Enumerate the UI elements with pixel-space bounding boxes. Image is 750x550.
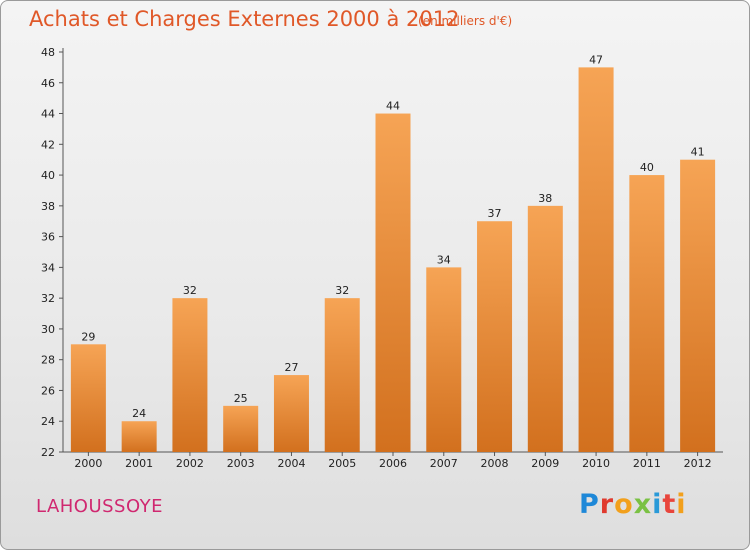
y-tick-label: 32 <box>41 292 55 305</box>
chart-subtitle: (en milliers d'€) <box>418 14 513 28</box>
x-tick-label: 2002 <box>176 457 204 470</box>
logo-letter: o <box>614 489 634 520</box>
bar-value-label: 34 <box>437 253 451 266</box>
bar-value-label: 29 <box>81 330 95 343</box>
logo-letter: i <box>676 489 687 520</box>
y-tick-label: 46 <box>41 77 55 90</box>
x-tick-label: 2007 <box>430 457 458 470</box>
bar-value-label: 47 <box>589 53 603 66</box>
y-tick-label: 44 <box>41 108 55 121</box>
x-tick-label: 2005 <box>328 457 356 470</box>
bar-value-label: 44 <box>386 100 400 113</box>
x-tick-label: 2009 <box>531 457 559 470</box>
y-tick-label: 30 <box>41 323 55 336</box>
bar-2008 <box>477 221 513 452</box>
y-tick-label: 36 <box>41 231 55 244</box>
x-tick-label: 2011 <box>633 457 661 470</box>
bar-2000 <box>70 344 106 452</box>
x-tick-label: 2008 <box>481 457 509 470</box>
bar-2005 <box>324 298 360 452</box>
y-tick-label: 26 <box>41 384 55 397</box>
bar-2003 <box>223 405 259 452</box>
logo-letter: P <box>579 489 600 520</box>
x-tick-label: 2012 <box>684 457 712 470</box>
bar-value-label: 40 <box>640 161 654 174</box>
x-tick-label: 2000 <box>74 457 102 470</box>
bar-2001 <box>121 421 157 452</box>
x-tick-label: 2003 <box>227 457 255 470</box>
logo-letter: t <box>662 489 677 520</box>
bar-value-label: 24 <box>132 407 146 420</box>
bar-2002 <box>172 298 208 452</box>
logo-letter: r <box>599 489 615 520</box>
bar-2010 <box>578 67 614 452</box>
bar-value-label: 41 <box>691 146 705 159</box>
y-tick-label: 48 <box>41 46 55 59</box>
y-tick-label: 24 <box>41 415 55 428</box>
bar-value-label: 27 <box>284 361 298 374</box>
y-tick-label: 34 <box>41 261 55 274</box>
bar-2004 <box>273 375 309 452</box>
bar-2012 <box>680 159 716 452</box>
proxiti-logo: Proxiti <box>579 489 687 520</box>
x-tick-label: 2006 <box>379 457 407 470</box>
bar-value-label: 25 <box>234 392 248 405</box>
y-tick-label: 42 <box>41 138 55 151</box>
y-tick-label: 28 <box>41 354 55 367</box>
x-tick-label: 2010 <box>582 457 610 470</box>
bar-value-label: 32 <box>183 284 197 297</box>
logo-letter: x <box>633 489 653 520</box>
y-tick-label: 40 <box>41 169 55 182</box>
bar-2009 <box>527 205 563 452</box>
y-tick-label: 38 <box>41 200 55 213</box>
chart-axes: 22 24 26 28 30 32 34 36 38 40 42 44 46 48 2000 2001 2002… <box>41 46 723 470</box>
bar-value-label: 37 <box>488 207 502 220</box>
y-tick-label: 22 <box>41 446 55 459</box>
chart-bars: 29 24 32 25 27 32 44 34 37 38 47 40 41 <box>70 53 716 453</box>
chart-title: Achats et Charges Externes 2000 à 2012 <box>29 7 460 31</box>
bar-2011 <box>629 175 665 453</box>
bar-2006 <box>375 113 411 453</box>
bar-value-label: 32 <box>335 284 349 297</box>
commune-name: LAHOUSSOYE <box>36 496 164 517</box>
logo-letter: i <box>652 489 663 520</box>
x-tick-label: 2004 <box>277 457 305 470</box>
bar-2007 <box>426 267 462 452</box>
x-tick-label: 2001 <box>125 457 153 470</box>
bar-value-label: 38 <box>538 192 552 205</box>
